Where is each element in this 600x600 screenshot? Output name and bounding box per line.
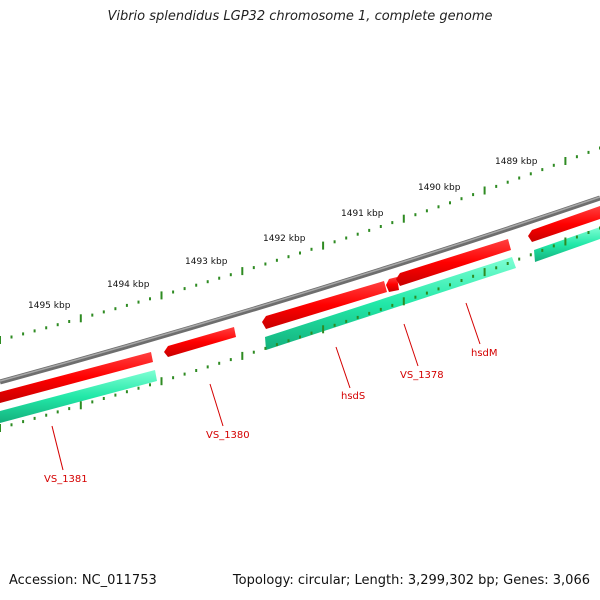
gene-label-vs-1380[interactable]: VS_1380: [206, 430, 250, 441]
cds-right-edge[interactable]: [534, 227, 600, 262]
gene-hsds[interactable]: [262, 281, 387, 329]
chromosome-backbone: [0, 195, 600, 385]
gene-labels: VS_1381 VS_1380 hsdS VS_1378 hsdM: [44, 348, 498, 485]
gene-right-edge[interactable]: [528, 206, 600, 242]
ruler-ticks: [0, 146, 600, 344]
gene-hsdm[interactable]: [396, 239, 511, 286]
gene-label-vs-1378[interactable]: VS_1378: [400, 370, 444, 381]
ruler-label-1494: 1494 kbp: [107, 280, 150, 290]
gene-vs-1381[interactable]: [0, 352, 153, 403]
ruler-label-1489: 1489 kbp: [495, 157, 538, 167]
gene-label-hsdm[interactable]: hsdM: [471, 348, 498, 359]
gene-label-lines: [51, 302, 481, 471]
cds-vs-1381[interactable]: [0, 370, 157, 423]
cds-hsds-vs-1378[interactable]: [265, 257, 516, 350]
cds-track-green: [0, 227, 600, 423]
gene-vs-1378[interactable]: [386, 277, 399, 292]
ruler-label-1495: 1495 kbp: [28, 301, 71, 311]
genome-summary-text: Topology: circular; Length: 3,299,302 bp…: [232, 573, 590, 588]
ruler-label-1491: 1491 kbp: [341, 209, 384, 219]
ruler-label-1490: 1490 kbp: [418, 183, 461, 193]
ruler-label-1492: 1492 kbp: [263, 234, 306, 244]
map-title: Vibrio splendidus LGP32 chromosome 1, co…: [107, 9, 493, 24]
gene-label-vs-1381[interactable]: VS_1381: [44, 474, 88, 485]
gene-vs-1380[interactable]: [164, 327, 236, 357]
ruler-labels: 1489 kbp 1490 kbp 1491 kbp 1492 kbp 1493…: [28, 157, 538, 311]
gene-label-hsds[interactable]: hsdS: [341, 391, 365, 402]
accession-text: Accession: NC_011753: [9, 573, 157, 588]
ruler-label-1493: 1493 kbp: [185, 257, 228, 267]
gene-track-red: [0, 206, 600, 403]
inner-ticks: [0, 226, 600, 432]
